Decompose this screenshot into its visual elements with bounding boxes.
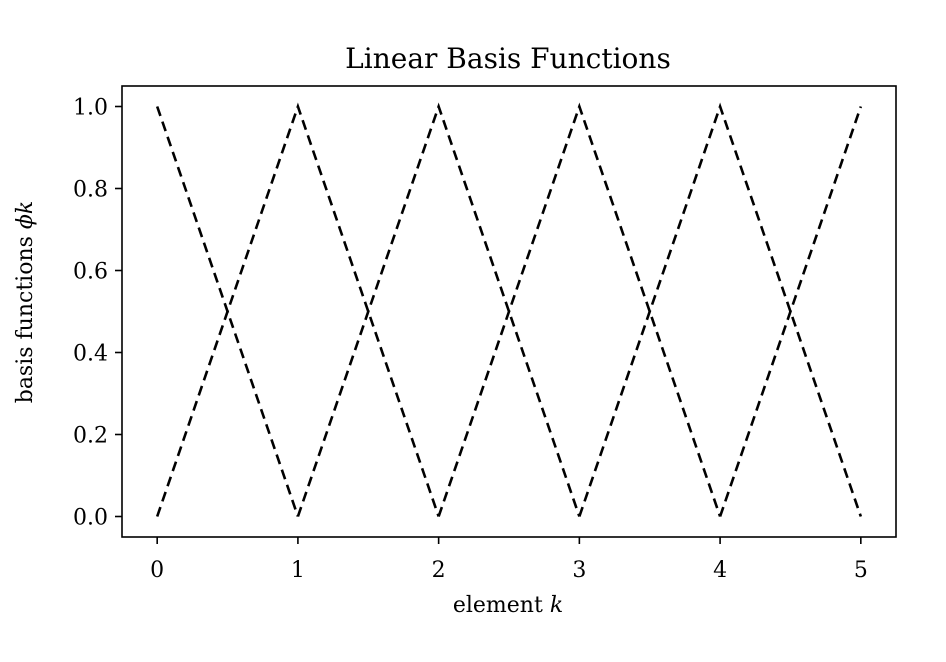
x-axis-ticks: 0 1 2 3 4 5 (150, 537, 868, 583)
x-tick-label: 4 (713, 558, 727, 583)
x-tick-label: 3 (572, 558, 586, 583)
y-axis-label-variable: ϕk (13, 201, 38, 229)
y-axis-label-text: basis functions (13, 236, 38, 403)
chart-title: Linear Basis Functions (345, 42, 671, 75)
y-tick-label: 0.0 (73, 506, 108, 531)
x-tick-label: 1 (291, 558, 305, 583)
basis-function-line-3 (437, 102, 722, 517)
series-layer (155, 102, 863, 517)
basis-function-line-1 (155, 102, 440, 517)
x-axis-label-variable: k (550, 593, 563, 618)
y-tick-label: 0.4 (73, 342, 108, 367)
y-tick-label: 0.2 (73, 424, 108, 449)
y-tick-label: 0.6 (73, 260, 108, 285)
x-tick-label: 2 (432, 558, 446, 583)
basis-function-line-5 (718, 106, 863, 517)
x-tick-label: 5 (854, 558, 868, 583)
basis-function-line-2 (296, 102, 581, 517)
y-axis-ticks: 0.0 0.2 0.4 0.6 0.8 1.0 (73, 96, 122, 531)
y-tick-label: 1.0 (73, 96, 108, 121)
x-tick-label: 0 (150, 558, 164, 583)
y-axis-label: basis functions ϕk (13, 201, 38, 404)
y-tick-label: 0.8 (73, 178, 108, 203)
x-axis-label: element k (453, 593, 563, 618)
x-axis-label-text: element (453, 593, 543, 618)
plot-area-frame (121, 85, 897, 538)
basis-function-line-4 (578, 102, 863, 517)
